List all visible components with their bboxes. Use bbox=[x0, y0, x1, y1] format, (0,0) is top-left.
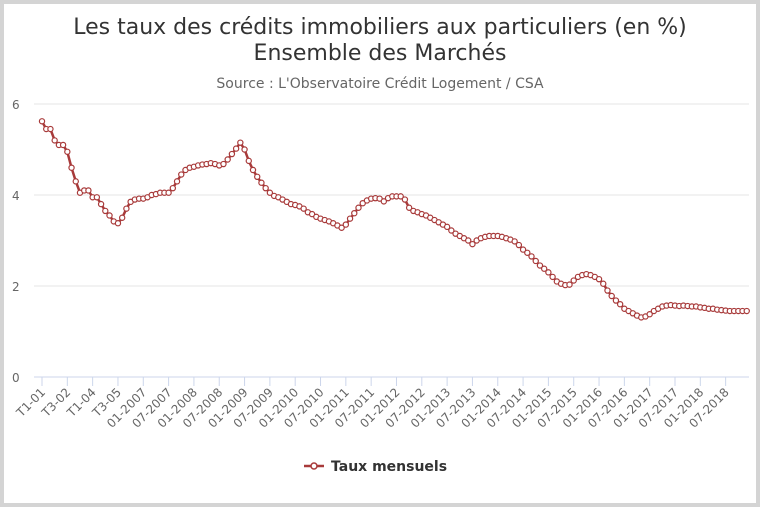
data-point[interactable] bbox=[97, 200, 105, 208]
data-point[interactable] bbox=[254, 173, 261, 180]
y-tick-label: 2 bbox=[12, 280, 20, 294]
data-point[interactable] bbox=[38, 118, 46, 125]
data-point[interactable] bbox=[114, 220, 122, 227]
legend-label: Taux mensuels bbox=[331, 459, 447, 475]
legend-item[interactable]: Taux mensuels bbox=[304, 459, 447, 475]
data-point[interactable] bbox=[355, 204, 362, 211]
data-point[interactable] bbox=[245, 157, 252, 165]
data-point[interactable] bbox=[72, 178, 79, 185]
data-point[interactable] bbox=[401, 196, 409, 203]
data-point[interactable] bbox=[102, 207, 109, 215]
data-point[interactable] bbox=[338, 224, 345, 231]
data-point[interactable] bbox=[600, 280, 607, 287]
data-point[interactable] bbox=[249, 166, 257, 174]
data-point[interactable] bbox=[123, 205, 130, 212]
data-point[interactable] bbox=[51, 137, 58, 144]
x-tick-label: T1-01 bbox=[13, 385, 48, 420]
data-point[interactable] bbox=[169, 184, 177, 192]
data-point[interactable] bbox=[545, 269, 552, 276]
data-point[interactable] bbox=[241, 146, 248, 153]
y-tick-label: 4 bbox=[12, 189, 20, 203]
legend-marker-icon bbox=[310, 462, 318, 470]
data-point[interactable] bbox=[342, 221, 350, 228]
line-chart: Les taux des crédits immobiliers aux par… bbox=[12, 15, 750, 475]
data-point[interactable] bbox=[469, 240, 476, 248]
data-point[interactable] bbox=[519, 246, 527, 253]
data-point[interactable] bbox=[604, 287, 611, 294]
chart-subtitle: Source : L'Observatoire Crédit Logement … bbox=[216, 76, 544, 92]
chart-title: Les taux des crédits immobiliers aux par… bbox=[73, 15, 687, 40]
data-point[interactable] bbox=[524, 249, 531, 256]
y-tick-label: 0 bbox=[12, 371, 20, 385]
data-point[interactable] bbox=[232, 145, 240, 152]
data-point[interactable] bbox=[173, 178, 181, 185]
x-tick-label: T3-02 bbox=[38, 385, 73, 420]
data-point[interactable] bbox=[405, 204, 413, 211]
data-point[interactable] bbox=[397, 193, 404, 200]
data-point[interactable] bbox=[540, 265, 548, 272]
data-point[interactable] bbox=[262, 184, 269, 192]
data-point[interactable] bbox=[570, 277, 577, 284]
data-point[interactable] bbox=[106, 212, 113, 219]
data-point[interactable] bbox=[549, 273, 556, 281]
data-point[interactable] bbox=[608, 292, 615, 300]
data-point[interactable] bbox=[646, 311, 653, 318]
data-point[interactable] bbox=[47, 125, 54, 133]
data-point[interactable] bbox=[178, 171, 185, 178]
x-axis: T1-01T3-02T1-04T3-0501-200707-200701-200… bbox=[13, 376, 749, 431]
data-point[interactable] bbox=[266, 189, 274, 196]
data-point[interactable] bbox=[68, 164, 75, 171]
data-point[interactable] bbox=[237, 139, 244, 146]
data-point[interactable] bbox=[380, 198, 388, 205]
data-point[interactable] bbox=[300, 205, 307, 212]
data-point[interactable] bbox=[118, 214, 126, 221]
data-point[interactable] bbox=[165, 189, 172, 196]
series-taux-mensuels bbox=[38, 118, 750, 321]
data-point[interactable] bbox=[93, 194, 101, 201]
data-point[interactable] bbox=[616, 301, 624, 308]
data-point[interactable] bbox=[511, 238, 518, 245]
chart-title-line2: Ensemble des Marchés bbox=[254, 41, 507, 66]
data-point[interactable] bbox=[448, 227, 455, 234]
y-tick-label: 6 bbox=[12, 98, 20, 112]
x-tick-label: T1-04 bbox=[64, 385, 99, 420]
data-point[interactable] bbox=[220, 160, 227, 168]
data-point[interactable] bbox=[258, 179, 265, 186]
data-point[interactable] bbox=[64, 148, 71, 155]
data-point[interactable] bbox=[566, 281, 573, 288]
data-point[interactable] bbox=[515, 241, 523, 249]
data-point[interactable] bbox=[743, 307, 750, 315]
data-point[interactable] bbox=[346, 215, 354, 222]
series-line bbox=[40, 120, 747, 319]
data-point[interactable] bbox=[612, 297, 620, 304]
data-point[interactable] bbox=[228, 150, 236, 158]
data-point[interactable] bbox=[536, 262, 544, 269]
data-point[interactable] bbox=[532, 257, 539, 265]
data-point[interactable] bbox=[443, 223, 451, 231]
data-point[interactable] bbox=[59, 141, 67, 149]
data-point[interactable] bbox=[528, 253, 535, 260]
data-point[interactable] bbox=[85, 187, 92, 194]
data-point[interactable] bbox=[351, 209, 358, 217]
y-axis: 0 2 4 6 bbox=[12, 98, 20, 385]
data-point[interactable] bbox=[465, 237, 472, 244]
data-point[interactable] bbox=[224, 156, 231, 163]
data-point[interactable] bbox=[595, 275, 603, 283]
